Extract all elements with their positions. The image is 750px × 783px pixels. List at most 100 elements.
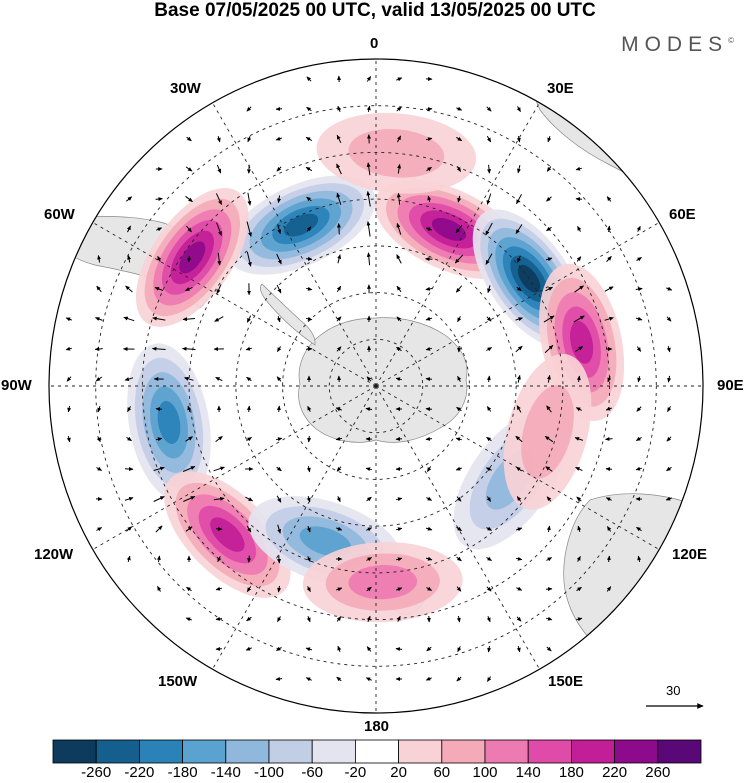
- wind-vector-208: [275, 437, 283, 442]
- wind-vector-118: [95, 317, 103, 321]
- wind-vector-316: [215, 616, 223, 621]
- wind-vector-97: [96, 285, 102, 293]
- wind-vector-48: [277, 195, 282, 204]
- wind-vector-187: [276, 405, 281, 413]
- lon-label-60w: 60W: [44, 206, 75, 223]
- wind-vector-166: [276, 376, 282, 382]
- colorbar-tick-label: -180: [167, 764, 198, 781]
- wind-vector-64: [246, 221, 252, 237]
- wind-vector-299: [157, 585, 162, 592]
- wind-vector-119: [123, 316, 135, 322]
- wind-vector-340: [546, 646, 552, 652]
- wind-vector-18: [275, 136, 282, 141]
- anomaly-contour-4-5: [179, 241, 206, 274]
- wind-vector-248: [276, 495, 282, 503]
- wind-vector-261: [665, 496, 672, 501]
- wind-vector-207: [246, 436, 252, 442]
- wind-vector-20: [336, 134, 342, 144]
- wind-vector-224: [153, 466, 165, 471]
- wind-vector-195: [516, 405, 522, 413]
- wind-vector-33: [305, 166, 313, 172]
- wind-vector-201: [66, 435, 71, 443]
- wind-vector-104: [305, 286, 313, 291]
- wind-vector-300: [186, 586, 192, 592]
- wind-vector-308: [426, 586, 433, 591]
- wind-vector-267: [246, 525, 252, 533]
- wind-vector-43: [125, 196, 133, 202]
- wind-vector-130: [457, 316, 462, 323]
- wind-vector-134: [573, 315, 585, 323]
- wind-vector-245: [183, 496, 196, 502]
- wind-vector-236: [516, 466, 522, 472]
- wind-vector-24: [456, 136, 463, 142]
- wind-vector-117: [65, 317, 72, 322]
- wind-vector-182: [127, 406, 132, 413]
- colorbar-box-12: [571, 739, 616, 764]
- wind-vector-342: [305, 677, 312, 682]
- wind-vector-193: [456, 406, 462, 412]
- wind-vector-5: [246, 106, 252, 112]
- wind-vector-26: [516, 135, 521, 143]
- meridian-210: [212, 385, 377, 670]
- wind-vector-99: [154, 287, 164, 291]
- wind-vector-158: [666, 345, 671, 353]
- colorbar-box-5: [268, 739, 313, 764]
- wind-vector-273: [425, 526, 433, 531]
- wind-vector-339: [516, 645, 521, 653]
- wind-vector-174: [516, 374, 521, 383]
- map-title: Base 07/05/2025 00 UTC, valid 13/05/2025…: [154, 0, 596, 21]
- wind-vector-129: [425, 316, 433, 321]
- wind-vector-266: [215, 526, 223, 531]
- wind-vector-289: [366, 557, 373, 562]
- wind-vector-72: [485, 222, 493, 236]
- wind-vector-32: [276, 166, 282, 172]
- wind-vector-315: [185, 617, 192, 622]
- wind-vector-222: [96, 466, 103, 471]
- wind-vector-114: [604, 286, 614, 292]
- wind-vector-324: [456, 615, 461, 623]
- wind-vector-71: [455, 224, 463, 234]
- wind-vector-199: [636, 406, 642, 412]
- wind-vector-83: [246, 251, 252, 267]
- wind-vector-262: [96, 527, 103, 532]
- australia-land: [563, 493, 701, 656]
- wind-vector-120: [152, 316, 166, 321]
- lon-label-30w: 30W: [170, 80, 201, 97]
- meridian-240: [92, 385, 377, 550]
- wind-vector-74: [546, 226, 552, 232]
- wind-vector-294: [515, 556, 523, 561]
- meridian-30: [375, 102, 540, 387]
- wind-vector-327: [545, 616, 553, 621]
- wind-vector-92: [517, 255, 522, 263]
- wind-vector-205: [185, 436, 193, 442]
- wind-vector-15: [186, 136, 192, 142]
- wind-vector-263: [126, 526, 132, 532]
- wind-vector-252: [395, 497, 403, 502]
- wind-vector-318: [277, 616, 282, 623]
- wind-vector-103: [276, 284, 282, 294]
- wind-vector-12: [456, 106, 463, 111]
- wind-vector-188: [307, 405, 312, 412]
- wind-vector-35: [366, 162, 371, 176]
- wind-vector-259: [605, 497, 612, 502]
- wind-vector-136: [635, 316, 643, 321]
- wind-vector-138: [65, 346, 73, 351]
- wind-vector-216: [515, 435, 523, 443]
- wind-vector-291: [425, 556, 433, 561]
- wind-vector-105: [336, 285, 342, 293]
- wind-vector-215: [486, 436, 492, 442]
- wind-vector-163: [184, 376, 194, 381]
- lon-label-180: 180: [364, 718, 390, 735]
- anomaly-contour-5-4: [157, 400, 181, 445]
- wind-vector-241: [666, 466, 672, 472]
- wind-vector-178: [637, 375, 642, 383]
- wind-vector-196: [546, 405, 552, 413]
- wind-vector-2: [366, 76, 372, 82]
- wind-vector-238: [575, 466, 583, 472]
- wind-vector-225: [182, 466, 196, 472]
- wind-vector-91: [485, 253, 493, 265]
- wind-vector-295: [546, 557, 553, 562]
- wind-vector-210: [335, 436, 343, 441]
- wind-vector-344: [365, 677, 372, 682]
